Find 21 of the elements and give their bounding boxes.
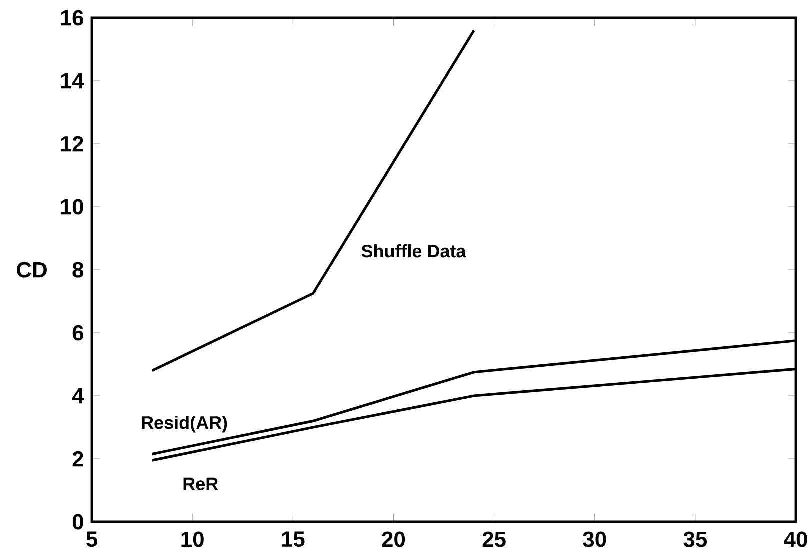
y-tick-label: 10 [61,199,84,215]
y-tick-label: 6 [72,325,84,341]
x-tick-label: 5 [86,532,98,548]
x-tick-label: 20 [382,532,406,548]
x-tick-label: 35 [684,532,708,548]
x-tick-label: 40 [784,532,808,548]
y-tick-label: 12 [61,136,84,152]
y-tick-label: 4 [72,388,84,404]
x-tick-label: 10 [182,532,204,548]
y-tick-label: 16 [61,10,84,26]
series-label: Shuffle Data [362,244,466,258]
y-tick-label: 2 [72,451,84,467]
y-tick-label: 8 [72,262,84,278]
series-label: Resid(AR) [142,416,228,433]
x-tick-label: 15 [282,532,305,548]
y-axis-title: CD [17,262,47,278]
series-label: ReR [184,478,218,490]
x-tick-label: 25 [482,532,506,548]
y-tick-label: 14 [61,73,84,89]
y-tick-label: 0 [72,514,84,530]
x-tick-label: 30 [583,532,606,548]
